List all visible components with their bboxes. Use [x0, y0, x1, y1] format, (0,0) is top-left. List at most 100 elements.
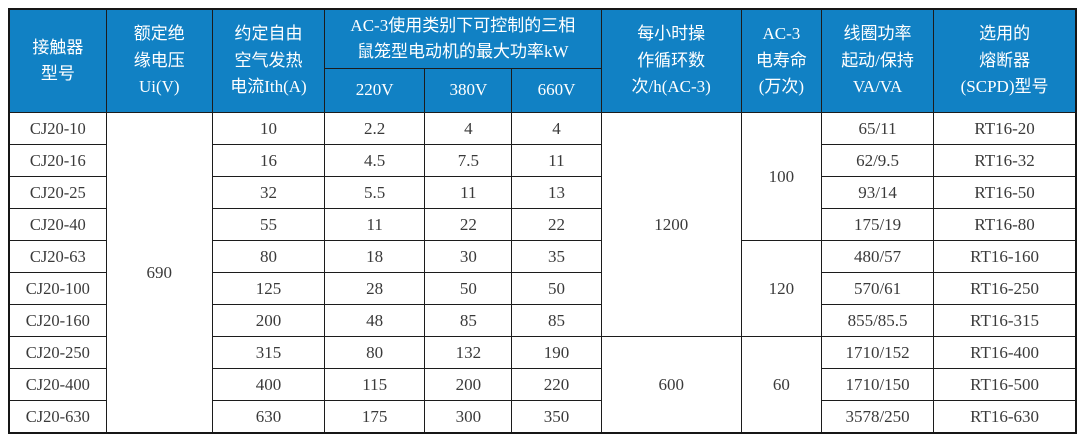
- cell-coil-power: 65/11: [820, 112, 935, 145]
- cell-life-merged: 100: [740, 112, 822, 241]
- cell-ith: 10: [211, 112, 326, 145]
- cell-model: CJ20-630: [8, 400, 107, 434]
- cell-kw-220v: 175: [324, 400, 426, 434]
- cell-kw-380v: 11: [424, 176, 513, 209]
- table-row: CJ20-63 80 18 30 35 120 480/57 RT16-160: [8, 240, 1077, 337]
- cell-kw-380v: 300: [424, 400, 513, 434]
- table-row: CJ20-400 400 115 200 220 1710/150 RT16-5…: [8, 368, 1077, 401]
- cell-kw-380v: 22: [424, 208, 513, 241]
- header-220v: 220V: [324, 67, 426, 114]
- cell-ith: 630: [211, 400, 326, 434]
- cell-kw-660v: 220: [511, 368, 602, 401]
- cell-fuse: RT16-32: [933, 144, 1077, 177]
- cell-fuse: RT16-80: [933, 208, 1077, 241]
- cell-model: CJ20-400: [8, 368, 107, 401]
- header-electrical-life: AC-3 电寿命 (万次): [740, 8, 822, 113]
- cell-fuse: RT16-50: [933, 176, 1077, 209]
- header-fuse-type: 选用的 熔断器 (SCPD)型号: [933, 8, 1077, 113]
- cell-coil-power: 1710/150: [820, 368, 935, 401]
- cell-coil-power: 855/85.5: [820, 304, 935, 337]
- header-380v: 380V: [424, 67, 513, 114]
- cell-ith: 200: [211, 304, 326, 337]
- cell-fuse: RT16-20: [933, 112, 1077, 145]
- cell-fuse: RT16-160: [933, 240, 1077, 273]
- header-operating-cycles: 每小时操 作循环数 次/h(AC-3): [600, 8, 742, 113]
- cell-kw-380v: 132: [424, 336, 513, 369]
- header-motor-power-group: AC-3使用类别下可控制的三相 鼠笼型电动机的最大功率kW: [324, 8, 602, 69]
- cell-ith: 125: [211, 272, 326, 305]
- table-row: CJ20-16 16 4.5 7.5 11 62/9.5 RT16-32: [8, 144, 1077, 177]
- cell-ith: 80: [211, 240, 326, 273]
- cell-kw-220v: 28: [324, 272, 426, 305]
- cell-kw-660v: 13: [511, 176, 602, 209]
- table-row: CJ20-40 55 11 22 22 175/19 RT16-80: [8, 208, 1077, 241]
- cell-kw-220v: 115: [324, 368, 426, 401]
- cell-model: CJ20-40: [8, 208, 107, 241]
- cell-kw-220v: 80: [324, 336, 426, 369]
- cell-kw-220v: 18: [324, 240, 426, 273]
- cell-model: CJ20-25: [8, 176, 107, 209]
- cell-ith: 55: [211, 208, 326, 241]
- table-row: CJ20-25 32 5.5 11 13 93/14 RT16-50: [8, 176, 1077, 209]
- cell-kw-220v: 5.5: [324, 176, 426, 209]
- cell-coil-power: 3578/250: [820, 400, 935, 434]
- cell-kw-380v: 30: [424, 240, 513, 273]
- cell-model: CJ20-160: [8, 304, 107, 337]
- cell-kw-220v: 48: [324, 304, 426, 337]
- cell-kw-220v: 2.2: [324, 112, 426, 145]
- header-thermal-current: 约定自由 空气发热 电流Ith(A): [211, 8, 326, 113]
- contactor-spec-table: 接触器 型号 额定绝 缘电压 Ui(V) 约定自由 空气发热 电流Ith(A) …: [8, 8, 1077, 434]
- cell-ith: 400: [211, 368, 326, 401]
- header-660v: 660V: [511, 67, 602, 114]
- cell-fuse: RT16-500: [933, 368, 1077, 401]
- cell-coil-power: 570/61: [820, 272, 935, 305]
- header-coil-power: 线圈功率 起动/保持 VA/VA: [820, 8, 935, 113]
- cell-model: CJ20-16: [8, 144, 107, 177]
- cell-kw-660v: 50: [511, 272, 602, 305]
- cell-kw-660v: 22: [511, 208, 602, 241]
- cell-kw-660v: 11: [511, 144, 602, 177]
- cell-model: CJ20-100: [8, 272, 107, 305]
- cell-coil-power: 1710/152: [820, 336, 935, 369]
- cell-coil-power: 480/57: [820, 240, 935, 273]
- cell-fuse: RT16-400: [933, 336, 1077, 369]
- cell-fuse: RT16-250: [933, 272, 1077, 305]
- cell-kw-380v: 200: [424, 368, 513, 401]
- cell-kw-660v: 350: [511, 400, 602, 434]
- cell-insulation-voltage-merged: 690: [105, 112, 213, 434]
- cell-cycles-merged: 1200: [600, 112, 742, 337]
- cell-life-merged: 120: [740, 240, 822, 337]
- cell-kw-380v: 4: [424, 112, 513, 145]
- cell-kw-220v: 11: [324, 208, 426, 241]
- header-insulation-voltage: 额定绝 缘电压 Ui(V): [105, 8, 213, 113]
- cell-fuse: RT16-630: [933, 400, 1077, 434]
- cell-ith: 315: [211, 336, 326, 369]
- cell-coil-power: 62/9.5: [820, 144, 935, 177]
- cell-model: CJ20-250: [8, 336, 107, 369]
- cell-coil-power: 175/19: [820, 208, 935, 241]
- cell-fuse: RT16-315: [933, 304, 1077, 337]
- cell-model: CJ20-63: [8, 240, 107, 273]
- table-body: CJ20-10 690 10 2.2 4 4 1200 100 65/11 RT…: [8, 112, 1077, 434]
- header-contactor-model: 接触器 型号: [8, 8, 107, 113]
- table-row: CJ20-100 125 28 50 50 570/61 RT16-250: [8, 272, 1077, 305]
- cell-ith: 32: [211, 176, 326, 209]
- cell-kw-660v: 85: [511, 304, 602, 337]
- table-row: CJ20-10 690 10 2.2 4 4 1200 100 65/11 RT…: [8, 112, 1077, 434]
- cell-model: CJ20-10: [8, 112, 107, 145]
- table-row: CJ20-250 315 80 132 190 600 60 1710/152 …: [8, 336, 1077, 434]
- cell-cycles-merged: 600: [600, 336, 742, 434]
- cell-kw-380v: 85: [424, 304, 513, 337]
- table-header: 接触器 型号 额定绝 缘电压 Ui(V) 约定自由 空气发热 电流Ith(A) …: [8, 8, 1077, 114]
- cell-kw-660v: 4: [511, 112, 602, 145]
- cell-coil-power: 93/14: [820, 176, 935, 209]
- cell-life-merged: 60: [740, 336, 822, 434]
- cell-kw-380v: 7.5: [424, 144, 513, 177]
- cell-ith: 16: [211, 144, 326, 177]
- table-row: CJ20-630 630 175 300 350 3578/250 RT16-6…: [8, 400, 1077, 434]
- cell-kw-220v: 4.5: [324, 144, 426, 177]
- cell-kw-660v: 190: [511, 336, 602, 369]
- cell-kw-380v: 50: [424, 272, 513, 305]
- cell-kw-660v: 35: [511, 240, 602, 273]
